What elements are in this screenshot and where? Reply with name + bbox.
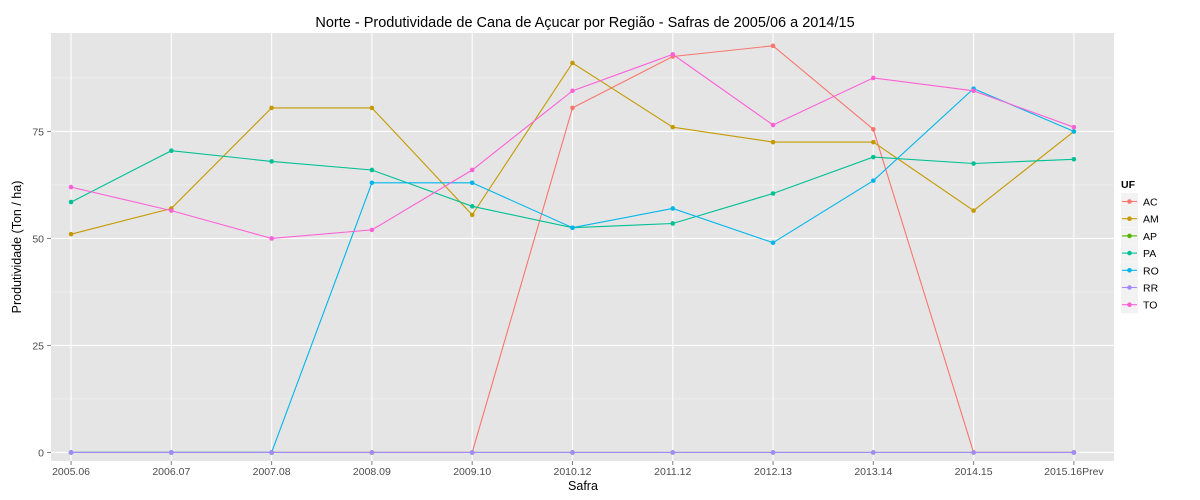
data-point-to [169,208,174,213]
data-point-pa [169,148,174,153]
legend-label: RO [1143,265,1159,277]
x-tick-label: 2015.16Prev [1044,466,1104,478]
data-point-am [871,139,876,145]
y-axis-title: Produtividade (Ton / ha) [10,181,24,314]
data-point-rr [68,450,74,455]
data-point-to [971,88,976,94]
y-tick-label: 75 [32,126,44,138]
data-point-am [68,231,74,237]
data-point-rr [269,450,274,455]
data-point-rr [469,450,475,455]
legend-label: AP [1143,231,1157,243]
legend-label: RR [1143,283,1159,295]
data-point-to [469,167,475,173]
legend-label: PA [1143,248,1156,260]
legend-item-ap: AP [1121,227,1157,245]
data-point-rr [570,450,575,455]
data-point-to [570,88,575,94]
x-tick-label: 2014.15 [955,466,993,478]
plot-panel [51,33,1114,461]
chart-title: Norte - Produtividade de Cana de Açucar … [315,15,854,31]
legend-item-ro: RO [1121,261,1159,279]
minor-gridlines [51,77,1114,400]
x-axis-title: Safra [568,479,598,493]
x-tick-label: 2008.09 [353,466,391,478]
x-tick-label: 2012.13 [754,466,792,478]
data-point-ac [871,127,876,132]
legend-key-point [1127,216,1132,221]
data-point-rr [169,450,174,455]
legend-item-am: AM [1121,210,1159,228]
data-point-ro [469,180,475,186]
data-point-rr [369,450,375,455]
y-tick-label: 50 [32,233,44,245]
x-tick-label: 2005.06 [52,466,90,478]
data-point-to [369,227,375,233]
data-point-am [670,124,676,130]
data-point-to [871,75,876,81]
y-axis: 0 25 50 75 [32,126,51,459]
data-point-pa [871,154,876,160]
data-point-pa [770,191,776,196]
data-point-am [770,139,776,145]
data-point-am [469,212,475,218]
legend: UF AC AM AP PA RO RR TO [1121,179,1159,314]
data-point-ac [570,105,575,111]
data-point-to [68,184,74,190]
data-point-am [369,105,375,111]
data-point-ro [770,240,776,246]
x-tick-label: 2007.08 [253,466,291,478]
legend-title: UF [1121,179,1136,191]
legend-label: TO [1143,300,1157,312]
data-point-to [670,52,676,57]
data-point-to [269,236,274,241]
legend-key-point [1127,199,1132,204]
legend-key-point [1127,302,1132,308]
data-point-rr [1071,450,1077,455]
data-point-ro [1071,129,1077,134]
data-point-to [770,122,776,128]
legend-label: AC [1143,197,1158,209]
legend-label: AM [1143,214,1159,226]
legend-key-point [1127,268,1132,273]
data-point-pa [269,159,274,164]
data-point-rr [871,450,876,455]
data-point-pa [469,204,475,209]
data-point-am [269,105,274,111]
data-point-pa [68,199,74,205]
x-tick-label: 2011.12 [654,466,691,478]
data-point-pa [971,161,976,166]
x-tick-label: 2013.14 [854,466,892,478]
legend-item-rr: RR [1121,279,1159,296]
data-point-ac [770,43,776,49]
x-tick-label: 2010.12 [553,466,591,478]
y-tick-label: 0 [38,447,44,459]
data-point-pa [1071,156,1077,162]
data-point-rr [971,450,976,455]
data-point-pa [369,167,375,173]
data-point-am [570,60,575,66]
series-points [68,43,1077,455]
data-point-ro [670,206,676,211]
legend-item-to: TO [1121,296,1157,314]
y-tick-label: 25 [32,340,44,352]
data-point-rr [670,450,676,455]
data-point-pa [670,221,676,226]
data-point-ro [871,178,876,183]
data-point-to [1071,124,1077,130]
x-tick-label: 2006.07 [152,466,190,478]
data-point-rr [770,450,776,455]
x-axis: 2005.06 2006.07 2007.08 2008.09 2009.10 2010.… [52,461,1104,478]
legend-key-point [1127,233,1132,239]
data-point-ro [570,225,575,231]
legend-item-pa: PA [1121,244,1156,262]
legend-key-point [1127,285,1132,290]
legend-key-point [1127,250,1132,256]
legend-item-ac: AC [1121,193,1158,210]
data-point-am [971,208,976,213]
x-tick-label: 2009.10 [453,466,491,478]
data-point-ro [369,180,375,186]
